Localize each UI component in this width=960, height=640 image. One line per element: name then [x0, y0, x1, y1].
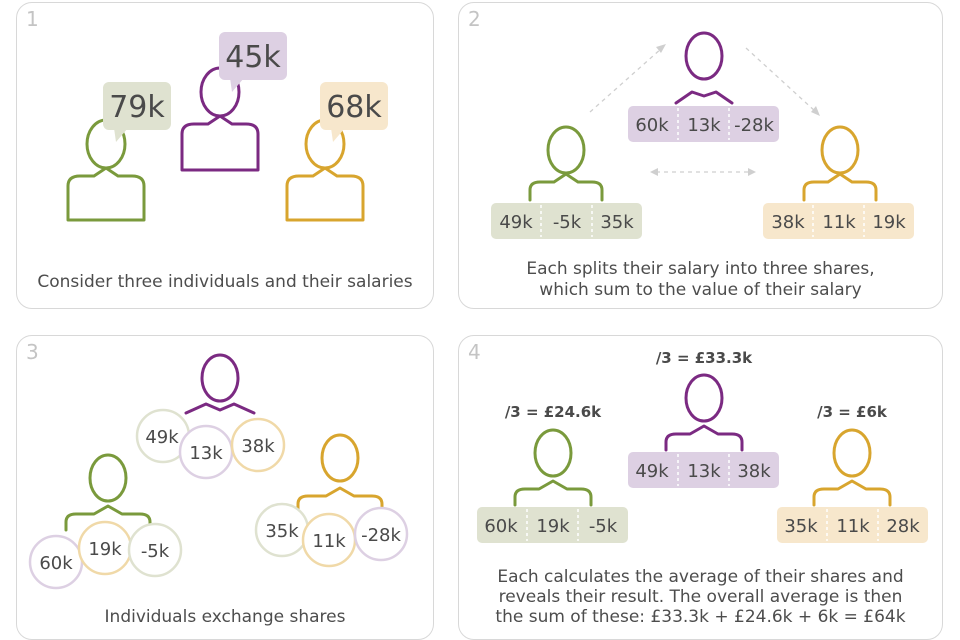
share-value: 13k: [189, 443, 223, 464]
share-bar-green: 60k 19k -5k: [477, 507, 628, 543]
share-bar-purple: 49k 13k 38k: [628, 452, 779, 488]
salary-bubble-green: 79k: [103, 82, 171, 142]
panel-number: 1: [26, 7, 39, 31]
green-person-icon: [64, 453, 152, 532]
panel-number: 3: [26, 340, 39, 364]
green-person-icon: [513, 428, 593, 507]
panel-3-caption: Individuals exchange shares: [16, 607, 434, 628]
share-value: 35k: [265, 521, 299, 542]
share-bar-gold: 35k 11k 28k: [777, 507, 928, 543]
caption-line: Each splits their salary into three shar…: [526, 259, 875, 279]
salary-bubble-purple: 45k: [219, 32, 287, 92]
panel-2: 2: [458, 2, 943, 309]
share-value: 11k: [312, 531, 346, 552]
salary-value: 79k: [109, 90, 165, 125]
share-value: 60k: [39, 553, 73, 574]
purple-person-icon: [674, 31, 734, 105]
share-value: -5k: [589, 516, 618, 537]
share-bar-purple: 60k 13k -28k: [628, 106, 779, 142]
share-bar-green: 49k -5k 35k: [491, 203, 642, 239]
gold-person-icon: [285, 118, 365, 222]
caption-line: the sum of these: £33.3k + £24.6k + 6k =…: [495, 607, 906, 627]
share-circle: [353, 506, 409, 562]
share-value: 35k: [784, 516, 818, 537]
share-value: 38k: [737, 461, 771, 482]
panel-2-caption: Each splits their salary into three shar…: [458, 259, 943, 301]
share-bar-gold: 38k 11k 19k: [763, 203, 914, 239]
gold-person-icon: [296, 433, 384, 514]
share-value: 49k: [145, 427, 179, 448]
share-value: -28k: [734, 115, 774, 136]
caption-line: Each calculates the average of their sha…: [497, 567, 904, 587]
purple-person-icon: [664, 373, 744, 452]
salary-value: 45k: [225, 40, 281, 75]
gold-person-icon: [802, 125, 878, 202]
average-label-gold: /3 = £6k: [817, 403, 888, 421]
share-circle: [230, 417, 286, 473]
green-person-icon: [66, 118, 146, 222]
share-value: 60k: [635, 115, 669, 136]
share-value: 13k: [687, 461, 721, 482]
gold-person-icon: [812, 428, 892, 507]
purple-person-icon: [184, 353, 256, 415]
share-value: 49k: [635, 461, 669, 482]
share-value: -5k: [141, 541, 170, 562]
share-value: 19k: [536, 516, 570, 537]
panel-number: 4: [468, 340, 481, 364]
panel-4-caption: Each calculates the average of their sha…: [458, 567, 943, 627]
panel-1-caption: Consider three individuals and their sal…: [16, 272, 434, 293]
share-value: 38k: [241, 436, 275, 457]
exchange-arrows: [589, 47, 817, 173]
share-value: 19k: [88, 539, 122, 560]
caption-line: reveals their result. The overall averag…: [498, 587, 903, 607]
share-value: -28k: [361, 525, 401, 546]
arrow-heads: [650, 44, 820, 176]
panel-number: 2: [468, 7, 481, 31]
caption-text: Consider three individuals and their sal…: [37, 272, 413, 292]
share-value: 60k: [484, 516, 518, 537]
share-value: 19k: [872, 212, 906, 233]
share-value: 38k: [771, 212, 805, 233]
share-value: 49k: [499, 212, 533, 233]
average-label-green: /3 = £24.6k: [505, 403, 602, 421]
salary-value: 68k: [326, 90, 382, 125]
salary-bubble-gold: 68k: [320, 82, 388, 142]
share-value: 11k: [836, 516, 870, 537]
average-label-purple: /3 = £33.3k: [656, 349, 753, 367]
share-circles: [28, 408, 409, 590]
green-person-icon: [528, 125, 604, 202]
panel-3: 3: [16, 335, 434, 640]
share-value: -5k: [553, 212, 582, 233]
share-value: 13k: [687, 115, 721, 136]
share-value: 35k: [600, 212, 634, 233]
share-value: 11k: [822, 212, 856, 233]
caption-line: which sum to the value of their salary: [539, 280, 862, 300]
share-circle: [127, 522, 183, 578]
share-value: 28k: [886, 516, 920, 537]
purple-person-icon: [180, 66, 260, 172]
caption-text: Individuals exchange shares: [104, 607, 346, 627]
